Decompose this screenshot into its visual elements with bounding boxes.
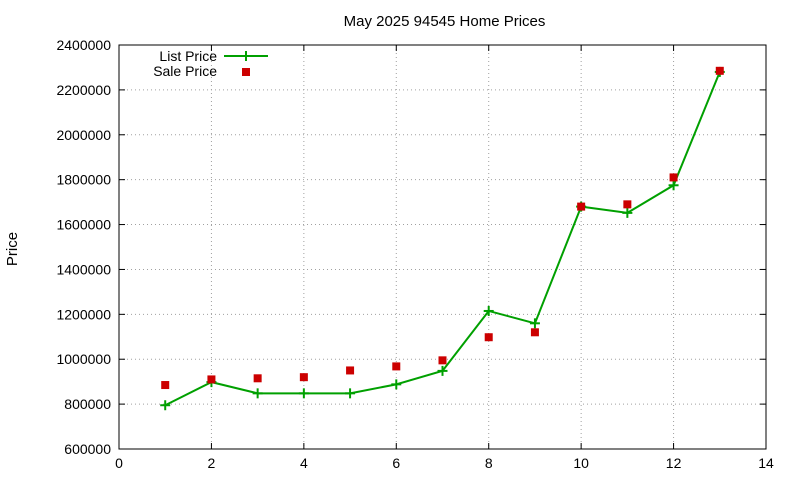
y-tick-label: 1000000 bbox=[56, 351, 111, 367]
y-axis-label: Price bbox=[4, 232, 21, 266]
sale-price-point bbox=[669, 173, 678, 182]
x-tick-label: 0 bbox=[115, 455, 123, 471]
y-tick-label: 1400000 bbox=[56, 261, 111, 277]
sale-price-point bbox=[346, 366, 355, 375]
x-tick-label: 4 bbox=[300, 455, 308, 471]
sale-price-point bbox=[623, 200, 632, 209]
y-tick-label: 1200000 bbox=[56, 306, 111, 322]
x-tick-label: 12 bbox=[666, 455, 682, 471]
sale-price-point bbox=[530, 328, 539, 337]
y-tick-label: 1800000 bbox=[56, 172, 111, 188]
list-price-point bbox=[668, 180, 679, 191]
list-price-point bbox=[391, 379, 402, 390]
series-layer bbox=[160, 66, 725, 411]
list-price-point bbox=[252, 388, 263, 399]
y-tick-label: 2200000 bbox=[56, 82, 111, 98]
y-tick-label: 1600000 bbox=[56, 217, 111, 233]
x-tick-label: 10 bbox=[573, 455, 589, 471]
list-price-point bbox=[160, 400, 171, 411]
legend-label-sale-price: Sale Price bbox=[153, 63, 217, 79]
sale-price-point bbox=[484, 333, 493, 342]
list-price-point bbox=[437, 365, 448, 376]
x-axis: 0 2 4 6 8 10 12 14 bbox=[115, 45, 774, 471]
sale-price-point bbox=[577, 202, 586, 211]
legend-swatch-sale-price bbox=[242, 68, 250, 76]
list-price-point bbox=[622, 207, 633, 218]
y-tick-label: 600000 bbox=[64, 441, 111, 457]
grid-lines bbox=[119, 45, 766, 449]
y-tick-label: 2400000 bbox=[56, 37, 111, 53]
x-tick-label: 6 bbox=[392, 455, 400, 471]
x-tick-label: 14 bbox=[758, 455, 774, 471]
y-axis: 600000 800000 1000000 1200000 1400000 1600000… bbox=[56, 37, 766, 457]
x-tick-label: 8 bbox=[485, 455, 493, 471]
sale-price-point bbox=[207, 375, 216, 384]
x-tick-label: 2 bbox=[208, 455, 216, 471]
sale-price-point bbox=[715, 66, 724, 75]
list-price-line bbox=[164, 71, 721, 407]
sale-price-point bbox=[392, 362, 401, 371]
legend-label-list-price: List Price bbox=[159, 48, 217, 64]
y-tick-label: 2000000 bbox=[56, 127, 111, 143]
chart-title: May 2025 94545 Home Prices bbox=[344, 13, 546, 30]
sale-price-point bbox=[253, 374, 262, 383]
list-price-point bbox=[298, 388, 309, 399]
y-tick-label: 800000 bbox=[64, 396, 111, 412]
list-price-point bbox=[529, 318, 540, 329]
plot-area-border bbox=[118, 44, 767, 450]
sale-price-point bbox=[161, 381, 170, 390]
sale-price-point bbox=[438, 356, 447, 365]
sale-price-point bbox=[299, 373, 308, 382]
list-price-point bbox=[483, 305, 494, 316]
list-price-point bbox=[345, 388, 356, 399]
